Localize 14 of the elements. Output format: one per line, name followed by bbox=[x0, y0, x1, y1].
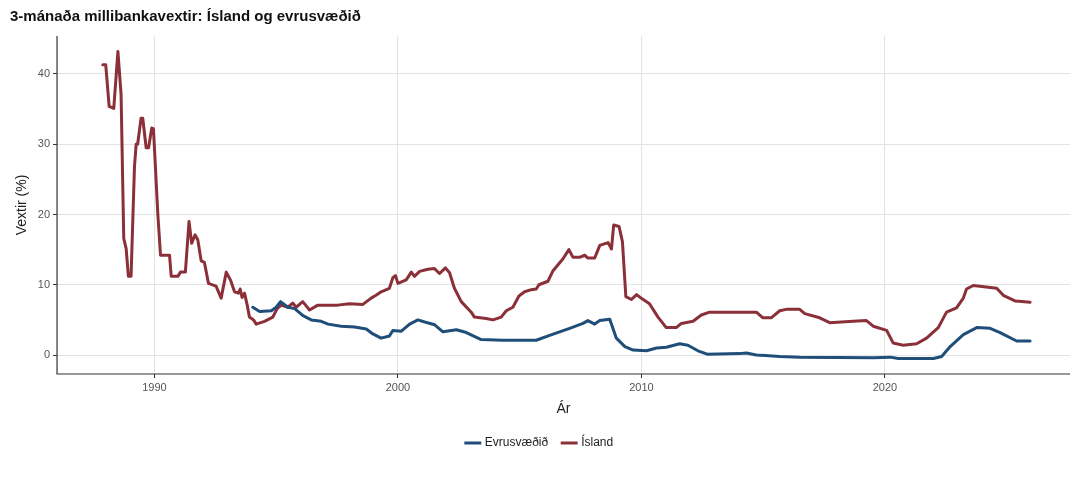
x-tick-label: 2000 bbox=[385, 380, 411, 393]
y-tick-label: 40 bbox=[37, 66, 51, 79]
chart-title: 3-mánaða millibankavextir: Ísland og evrusvæðið bbox=[10, 7, 361, 25]
x-axis-title: Ár bbox=[556, 400, 571, 417]
legend-label: Ísland bbox=[581, 434, 614, 450]
y-tick-label: 10 bbox=[37, 277, 51, 290]
y-tick-label: 0 bbox=[43, 348, 51, 361]
x-tick-label: 2020 bbox=[872, 380, 898, 393]
y-tick-label: 20 bbox=[37, 207, 51, 220]
y-axis-title: Vextir (%) bbox=[13, 174, 30, 236]
x-tick-label: 1990 bbox=[142, 380, 167, 393]
x-tick-label: 2010 bbox=[629, 380, 654, 393]
legend-label: Evrusvæðið bbox=[484, 435, 549, 450]
y-tick-label: 30 bbox=[37, 137, 51, 150]
